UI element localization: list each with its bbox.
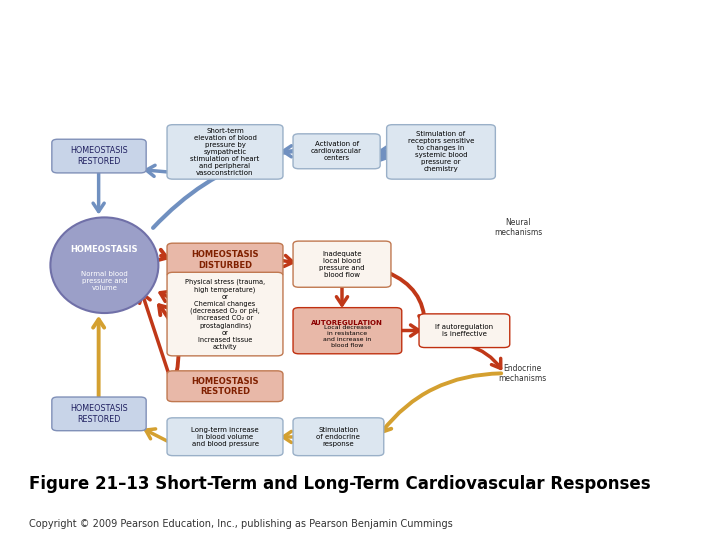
FancyBboxPatch shape <box>52 139 146 173</box>
FancyArrowPatch shape <box>93 319 104 424</box>
FancyBboxPatch shape <box>167 243 283 277</box>
FancyArrowPatch shape <box>140 294 172 383</box>
Text: HOMEOSTASIS
RESTORED: HOMEOSTASIS RESTORED <box>70 146 128 166</box>
FancyArrowPatch shape <box>280 255 293 266</box>
FancyBboxPatch shape <box>293 308 402 354</box>
FancyArrowPatch shape <box>157 250 167 260</box>
Text: HOMEOSTASIS
DISTURBED: HOMEOSTASIS DISTURBED <box>192 251 258 269</box>
FancyArrowPatch shape <box>160 292 223 350</box>
FancyBboxPatch shape <box>167 371 283 402</box>
Text: Long-term increase
in blood volume
and blood pressure: Long-term increase in blood volume and b… <box>192 427 258 447</box>
Text: AUTOREGULATION: AUTOREGULATION <box>312 320 383 326</box>
Text: Local decrease
in resistance
and increase in
blood flow: Local decrease in resistance and increas… <box>323 326 372 348</box>
FancyArrowPatch shape <box>382 373 501 432</box>
FancyArrowPatch shape <box>145 429 187 451</box>
Text: Copyright © 2009 Pearson Education, Inc., publishing as Pearson Benjamin Cumming: Copyright © 2009 Pearson Education, Inc.… <box>29 518 453 529</box>
FancyArrowPatch shape <box>146 165 210 177</box>
Text: Inadequate
local blood
pressure and
blood flow: Inadequate local blood pressure and bloo… <box>319 251 365 278</box>
FancyBboxPatch shape <box>387 125 495 179</box>
FancyBboxPatch shape <box>293 418 384 456</box>
Text: Figure 21–13 Short-Term and Long-Term Cardiovascular Responses: Figure 21–13 Short-Term and Long-Term Ca… <box>29 475 650 493</box>
FancyArrowPatch shape <box>467 345 500 368</box>
FancyArrowPatch shape <box>283 431 296 442</box>
Text: If autoregulation
is ineffective: If autoregulation is ineffective <box>436 324 493 337</box>
Text: Cardiovascular Regulation: Cardiovascular Regulation <box>153 17 567 45</box>
FancyBboxPatch shape <box>293 241 391 287</box>
Text: Normal blood
pressure and
volume: Normal blood pressure and volume <box>81 271 127 291</box>
FancyBboxPatch shape <box>167 272 283 356</box>
FancyBboxPatch shape <box>167 418 283 456</box>
Text: Stimulation
of endocrine
response: Stimulation of endocrine response <box>317 427 360 447</box>
Text: Neural
mechanisms: Neural mechanisms <box>494 218 543 238</box>
FancyArrowPatch shape <box>399 325 419 336</box>
FancyBboxPatch shape <box>419 314 510 348</box>
FancyBboxPatch shape <box>52 397 146 431</box>
FancyArrowPatch shape <box>283 146 296 157</box>
Text: Stimulation of
receptors sensitive
to changes in
systemic blood
pressure or
chem: Stimulation of receptors sensitive to ch… <box>408 131 474 172</box>
Text: Short-term
elevation of blood
pressure by
sympathetic
stimulation of heart
and p: Short-term elevation of blood pressure b… <box>190 128 260 176</box>
Ellipse shape <box>50 218 158 313</box>
FancyArrowPatch shape <box>336 287 348 305</box>
Text: HOMEOSTASIS: HOMEOSTASIS <box>71 245 138 254</box>
FancyBboxPatch shape <box>293 134 380 169</box>
Text: HOMEOSTASIS
RESTORED: HOMEOSTASIS RESTORED <box>192 376 258 396</box>
Text: Endocrine
mechanisms: Endocrine mechanisms <box>498 363 546 383</box>
FancyBboxPatch shape <box>167 125 283 179</box>
Text: Physical stress (trauma,
high temperature)
or
Chemical changes
(decreased O₂ or : Physical stress (trauma, high temperatur… <box>185 279 265 349</box>
FancyArrowPatch shape <box>388 273 431 324</box>
FancyArrowPatch shape <box>153 149 386 228</box>
FancyArrowPatch shape <box>380 146 390 157</box>
Text: HOMEOSTASIS
RESTORED: HOMEOSTASIS RESTORED <box>70 404 128 423</box>
FancyArrowPatch shape <box>159 305 179 383</box>
Text: Activation of
cardiovascular
centers: Activation of cardiovascular centers <box>311 141 362 161</box>
FancyArrowPatch shape <box>93 172 104 212</box>
